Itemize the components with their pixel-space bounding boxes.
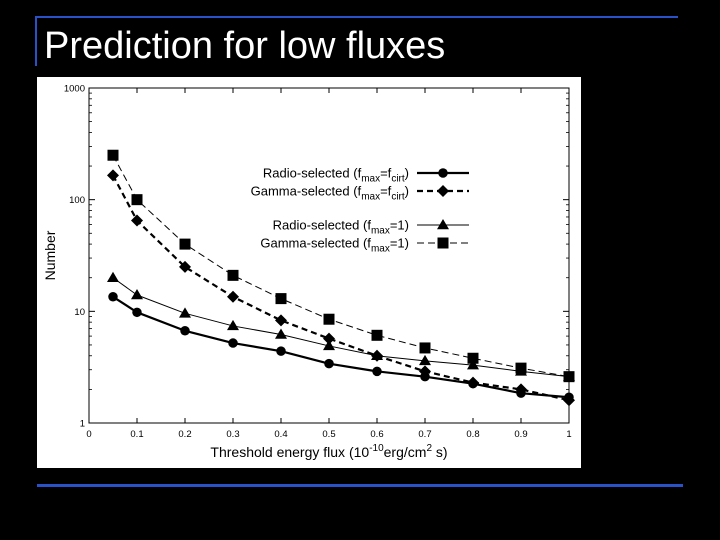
footer-line: [37, 484, 683, 487]
series-4-point: [467, 352, 479, 364]
series-4-point: [179, 238, 191, 250]
legend-label-3: Radio-selected (fmax=1): [273, 218, 409, 237]
x-tick-label: 0: [86, 429, 91, 440]
series-2-point: [515, 383, 527, 396]
series-2-point: [419, 365, 431, 378]
legend-label-4: Gamma-selected (fmax=1): [260, 236, 409, 255]
series-2-point: [179, 260, 191, 273]
series-2-point: [323, 332, 335, 345]
series-3-point: [419, 354, 431, 366]
series-line-2: [112, 174, 570, 402]
series-1-point: [228, 338, 238, 348]
series-4-point: [227, 269, 239, 281]
series-4-point: [419, 342, 431, 354]
series-2-point: [563, 394, 575, 407]
series-4-point: [323, 313, 335, 325]
series-line-3: [112, 277, 570, 378]
x-tick-label: 0.6: [370, 429, 383, 440]
x-tick-label: 0.5: [322, 429, 335, 440]
x-tick-label: 0.1: [130, 429, 143, 440]
series-4-point: [131, 194, 143, 206]
y-axis-label: Number: [42, 230, 58, 280]
x-tick-label: 0.2: [178, 429, 191, 440]
x-tick-label: 0.9: [514, 429, 527, 440]
x-tick-label: 0.7: [418, 429, 431, 440]
x-tick-label: 0.3: [226, 429, 239, 440]
series-2-point: [107, 169, 119, 182]
series-3-point: [275, 328, 287, 339]
series-1-point: [180, 326, 190, 336]
series-4-point: [275, 293, 287, 305]
series-1-point: [324, 358, 334, 369]
legend-label-1: Radio-selected (fmax=fcirt): [263, 166, 409, 185]
legend-label-2: Gamma-selected (fmax=fcirt): [251, 184, 409, 203]
chart: 0 0.1 0.2 0.3 0.4 0.5 0.6 0.7 0.8 0.9 1 1 10 100 1000 N…: [37, 77, 581, 468]
series-3-point: [179, 307, 191, 318]
y-tick-label: 1000: [64, 84, 85, 95]
series-4-point: [563, 371, 575, 383]
series-3-point: [227, 319, 239, 331]
series-3-point: [131, 289, 143, 300]
series-4-point: [515, 362, 527, 374]
series-2-point: [275, 314, 287, 327]
series-1-point: [132, 307, 142, 318]
series-2-point: [227, 290, 239, 303]
plot-frame: [88, 87, 570, 424]
legend-marker-3: [437, 219, 449, 230]
series-3-point: [107, 271, 119, 282]
y-tick-label: 100: [69, 195, 85, 206]
slide-title: Prediction for low fluxes: [44, 25, 446, 67]
x-tick-label: 1: [566, 429, 571, 440]
x-tick-label: 0.8: [466, 429, 479, 440]
series-3-point: [323, 339, 335, 351]
series-2-point: [131, 214, 143, 227]
series-4-point: [107, 149, 119, 161]
legend-marker-1: [438, 168, 448, 178]
series-3-point: [371, 349, 383, 361]
title-frame-left-line: [35, 16, 37, 66]
series-1-point: [276, 346, 286, 356]
series-4-point: [371, 329, 383, 341]
series-1-point: [108, 292, 118, 302]
series-2-point: [467, 376, 479, 389]
x-tick-label: 0.4: [274, 429, 287, 440]
series-3-point: [467, 359, 479, 370]
title-frame-top-line: [35, 16, 678, 18]
legend-marker-2: [437, 185, 449, 197]
series-1-point: [372, 366, 382, 377]
y-tick-label: 1: [80, 419, 85, 430]
y-tick-label: 10: [74, 307, 85, 318]
x-axis-label: Threshold energy flux (10-10erg/cm2 s): [210, 443, 447, 460]
legend-marker-4: [437, 237, 449, 249]
